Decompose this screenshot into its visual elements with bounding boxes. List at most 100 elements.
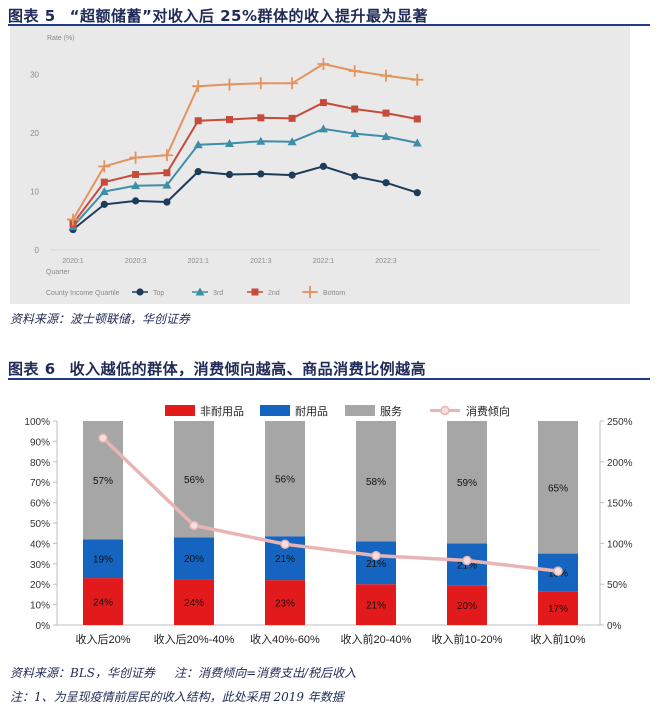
y-tick-label: 0	[35, 246, 40, 255]
series-line-top	[72, 165, 418, 231]
x-tick-label: 2021:1	[187, 258, 209, 265]
x-tick-label: 2021:3	[250, 258, 272, 265]
bar-data-label: 58%	[366, 477, 386, 488]
y-tick-label-left: 60%	[30, 499, 50, 510]
data-point-2nd	[132, 171, 140, 179]
bar-data-label: 23%	[275, 599, 295, 610]
data-point-3rd	[318, 124, 328, 133]
bar-segment-nondurable	[265, 580, 305, 625]
bar-segment-services	[174, 421, 214, 538]
bar-data-label: 24%	[93, 598, 113, 609]
y-tick-label-left: 20%	[30, 580, 50, 591]
propensity-point	[189, 520, 199, 531]
x-tick-label: 收入前10%	[530, 632, 585, 646]
legend-label: Top	[153, 290, 164, 297]
bar-segment-nondurable	[83, 578, 123, 625]
data-point-2nd	[257, 114, 265, 122]
chart2: 非耐用品 耐用品 服务 消费倾向 0% 10% 20% 30% 40% 50% 60% 70% 80% 9…	[24, 404, 633, 646]
bar-segment-nondurable	[538, 591, 578, 625]
figure6-note: 注：1、为呈现疫情前居民的收入结构，此处采用 2019 年数据	[10, 690, 344, 704]
y-tick-label: 20	[30, 129, 39, 138]
legend-marker	[136, 288, 144, 296]
series-3rd	[68, 124, 422, 231]
legend-swatch	[345, 405, 375, 416]
data-point-2nd	[288, 114, 296, 122]
propensity-point	[98, 433, 108, 443]
legend-label: 非耐用品	[200, 405, 244, 418]
data-point-top	[288, 171, 296, 179]
y-tick-label-right: 100%	[607, 539, 633, 550]
data-point-3rd	[350, 129, 360, 138]
y-tick-label-left: 100%	[24, 417, 50, 428]
data-point-bottom	[380, 69, 392, 82]
x-axis-title: Quarter	[46, 269, 70, 276]
y-tick-label: 10	[30, 188, 39, 197]
data-point-2nd	[319, 99, 327, 107]
legend-marker	[304, 286, 316, 298]
y-tick-label-right: 150%	[607, 499, 633, 510]
legend-swatch	[165, 405, 195, 416]
bar-data-label: 20%	[184, 554, 204, 565]
data-point-bottom	[160, 149, 173, 162]
x-tick-label: 2020:3	[125, 258, 147, 265]
figure6-title: 图表 6 收入越低的群体，消费倾向越高、商品消费比例越高	[8, 358, 426, 379]
y-tick-label-right: 200%	[607, 458, 633, 469]
legend-label: Bottom	[323, 290, 345, 297]
bar-segment-durable	[174, 537, 214, 580]
y-tick-label-left: 30%	[30, 560, 50, 571]
data-point-top	[100, 200, 108, 208]
data-point-top	[132, 197, 140, 205]
figure6-label: 图表 6	[8, 360, 56, 378]
data-point-top	[413, 189, 421, 197]
figure5-title: 图表 5 “超额储蓄”对收入后 25%群体的收入提升最为显著	[8, 5, 428, 26]
bar-data-label: 65%	[548, 483, 568, 494]
data-point-bottom	[254, 77, 267, 90]
data-point-3rd	[412, 138, 422, 147]
data-point-bottom	[67, 213, 79, 226]
chart1: Rate (%) 0 10 20 30 2020:1 2020:3 2021:1 2021:3 2…	[30, 35, 600, 298]
bar-data-label: 24%	[184, 598, 204, 609]
figure5-title-text: “超额储蓄”对收入后 25%群体的收入提升最为显著	[69, 7, 429, 25]
y-tick-label-left: 0%	[36, 621, 51, 632]
data-point-bottom	[192, 80, 205, 93]
data-point-3rd	[162, 180, 172, 189]
x-tick-label: 收入40%-60%	[250, 632, 320, 646]
legend-title: County Income Quartile	[46, 290, 120, 297]
data-point-bottom	[98, 160, 111, 173]
y-tick-label-right: 0%	[607, 621, 622, 632]
x-tick-label: 收入前20-40%	[341, 632, 412, 646]
data-point-top	[257, 170, 265, 178]
propensity-point	[462, 555, 472, 566]
y-tick-label-left: 70%	[30, 478, 50, 489]
data-point-3rd	[287, 137, 297, 146]
x-tick-label: 2022:1	[313, 258, 335, 265]
propensity-point	[553, 566, 563, 576]
x-tick-label: 2020:1	[62, 258, 84, 265]
bar-data-label: 21%	[366, 559, 386, 570]
legend-label: 服务	[380, 405, 402, 418]
bar-data-label: 21%	[457, 560, 477, 571]
series-line-3rd	[72, 127, 418, 228]
propensity-point	[371, 550, 381, 561]
figure6-title-text: 收入越低的群体，消费倾向越高、商品消费比例越高	[69, 360, 427, 378]
bar-data-label: 59%	[457, 478, 477, 489]
bar-data-label: 56%	[275, 475, 295, 486]
figure6-rule	[8, 378, 650, 380]
chart1-panel: Rate (%) 0 10 20 30 2020:1 2020:3 2021:1 2021:3 2…	[10, 26, 630, 304]
data-point-bottom	[129, 151, 142, 164]
legend-marker	[251, 288, 259, 296]
data-point-3rd	[225, 139, 234, 148]
data-point-2nd	[163, 169, 171, 177]
legend-label: 耐用品	[295, 405, 328, 418]
data-point-bottom	[317, 57, 330, 70]
y-tick-label-right: 50%	[607, 580, 627, 591]
data-point-3rd	[193, 140, 203, 149]
bar-segment-services	[538, 421, 578, 554]
bar-data-label: 20%	[457, 601, 477, 612]
series-2nd	[69, 99, 421, 228]
data-point-2nd	[100, 178, 108, 186]
propensity-point	[280, 539, 290, 549]
series-bottom	[67, 57, 424, 226]
x-tick-label: 收入后20%-40%	[154, 632, 235, 646]
data-point-bottom	[223, 78, 236, 91]
